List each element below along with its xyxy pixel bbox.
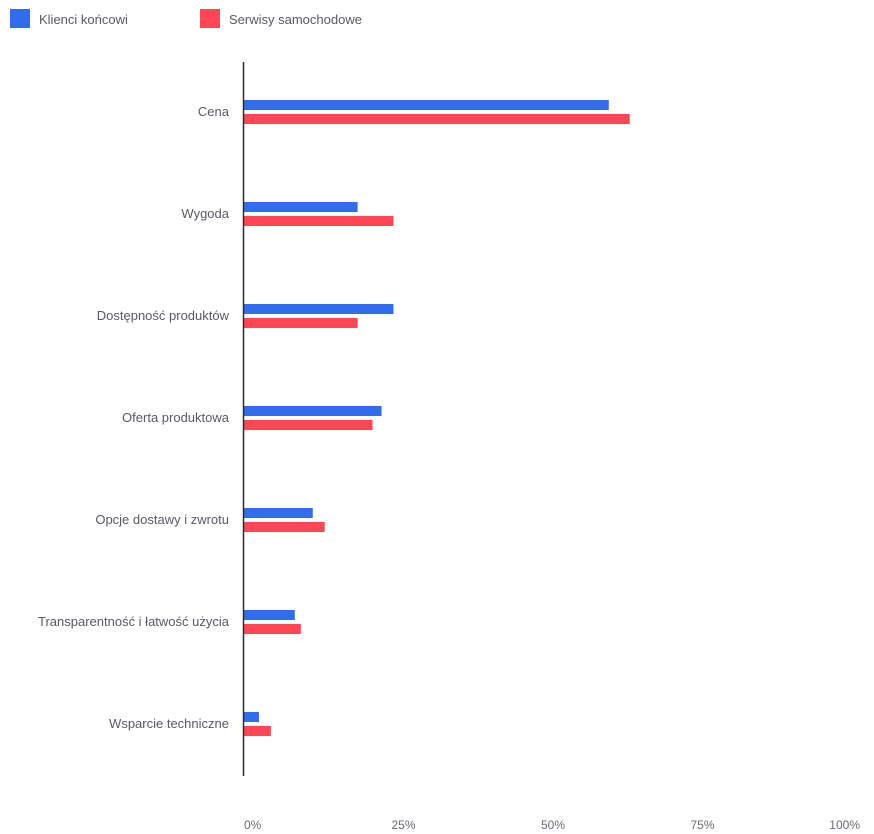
bar-klienci-1 <box>244 100 609 110</box>
bars <box>244 100 630 736</box>
category-label-1: Cena <box>198 104 230 119</box>
x-tick-labels: 0% 25% 50% 75% 100% <box>244 818 860 832</box>
legend-swatch-2 <box>200 9 220 28</box>
x-tick-label-5: 100% <box>829 818 860 832</box>
bar-serwisy-2 <box>244 216 394 226</box>
category-labels: Cena Wygoda Dostępność produktów Oferta pro… <box>38 104 230 731</box>
bar-serwisy-4 <box>244 420 373 430</box>
bar-serwisy-6 <box>244 624 301 634</box>
x-tick-label-2: 25% <box>391 818 415 832</box>
category-label-4: Oferta produktowa <box>122 410 230 425</box>
legend-label-1: Klienci końcowi <box>39 12 128 27</box>
bar-klienci-7 <box>244 712 259 722</box>
legend-label-2: Serwisy samochodowe <box>229 12 362 27</box>
category-label-7: Wsparcie techniczne <box>109 716 229 731</box>
legend: Klienci końcowi Serwisy samochodowe <box>10 9 362 28</box>
bar-klienci-2 <box>244 202 358 212</box>
bar-serwisy-1 <box>244 114 630 124</box>
x-tick-label-4: 75% <box>690 818 714 832</box>
legend-swatch-1 <box>10 9 30 28</box>
bar-klienci-6 <box>244 610 295 620</box>
bar-klienci-5 <box>244 508 313 518</box>
bar-serwisy-7 <box>244 726 271 736</box>
x-tick-label-1: 0% <box>244 818 262 832</box>
bar-serwisy-3 <box>244 318 358 328</box>
x-tick-label-3: 50% <box>541 818 565 832</box>
category-label-6: Transparentność i łatwość użycia <box>38 614 230 629</box>
category-label-2: Wygoda <box>181 206 229 221</box>
bar-serwisy-5 <box>244 522 325 532</box>
bar-klienci-4 <box>244 406 382 416</box>
bar-klienci-3 <box>244 304 394 314</box>
category-label-5: Opcje dostawy i zwrotu <box>95 512 229 527</box>
category-label-3: Dostępność produktów <box>97 308 230 323</box>
